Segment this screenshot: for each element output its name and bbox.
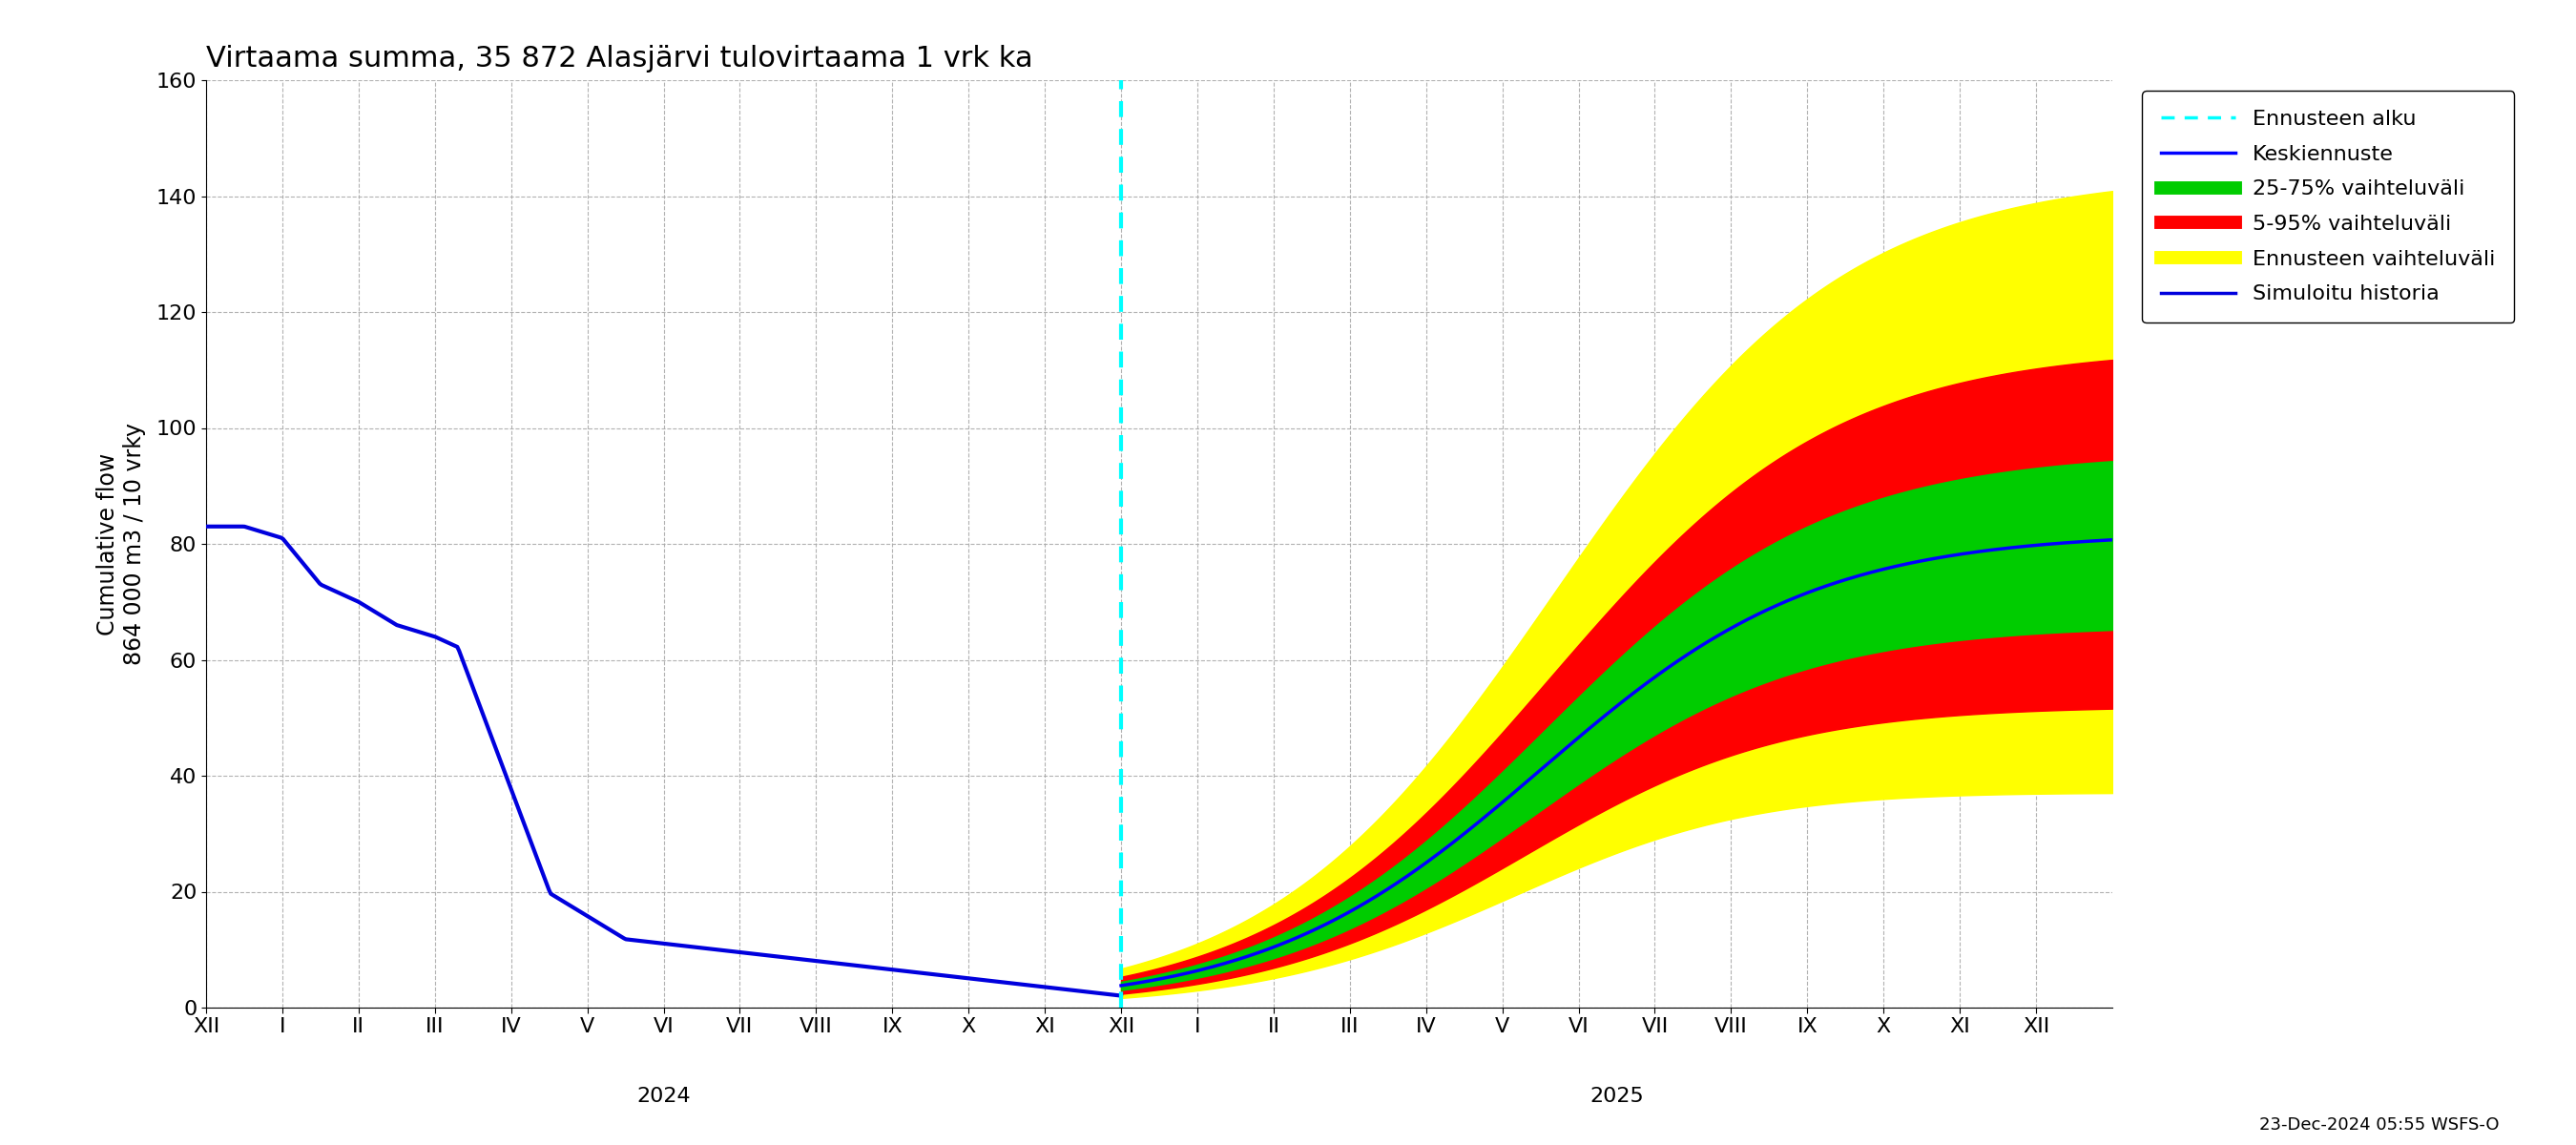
Y-axis label: Cumulative flow
864 000 m3 / 10 vrky: Cumulative flow 864 000 m3 / 10 vrky — [95, 423, 144, 665]
Text: 2025: 2025 — [1589, 1087, 1643, 1106]
Legend: Ennusteen alku, Keskiennuste, 25-75% vaihteluväli, 5-95% vaihteluväli, Ennusteen: Ennusteen alku, Keskiennuste, 25-75% vai… — [2143, 90, 2514, 323]
Text: Virtaama summa, 35 872 Alasjärvi tulovirtaama 1 vrk ka: Virtaama summa, 35 872 Alasjärvi tulovir… — [206, 45, 1033, 72]
Text: 2024: 2024 — [636, 1087, 690, 1106]
Text: 23-Dec-2024 05:55 WSFS-O: 23-Dec-2024 05:55 WSFS-O — [2259, 1116, 2499, 1134]
